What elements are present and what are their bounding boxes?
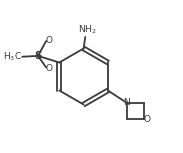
Text: H$_3$C: H$_3$C [3,50,21,63]
Text: O: O [45,36,52,45]
Text: S: S [34,51,42,61]
Text: O: O [45,64,52,73]
Text: O: O [143,115,150,124]
Text: N: N [124,98,130,107]
Text: NH$_2$: NH$_2$ [78,24,96,36]
